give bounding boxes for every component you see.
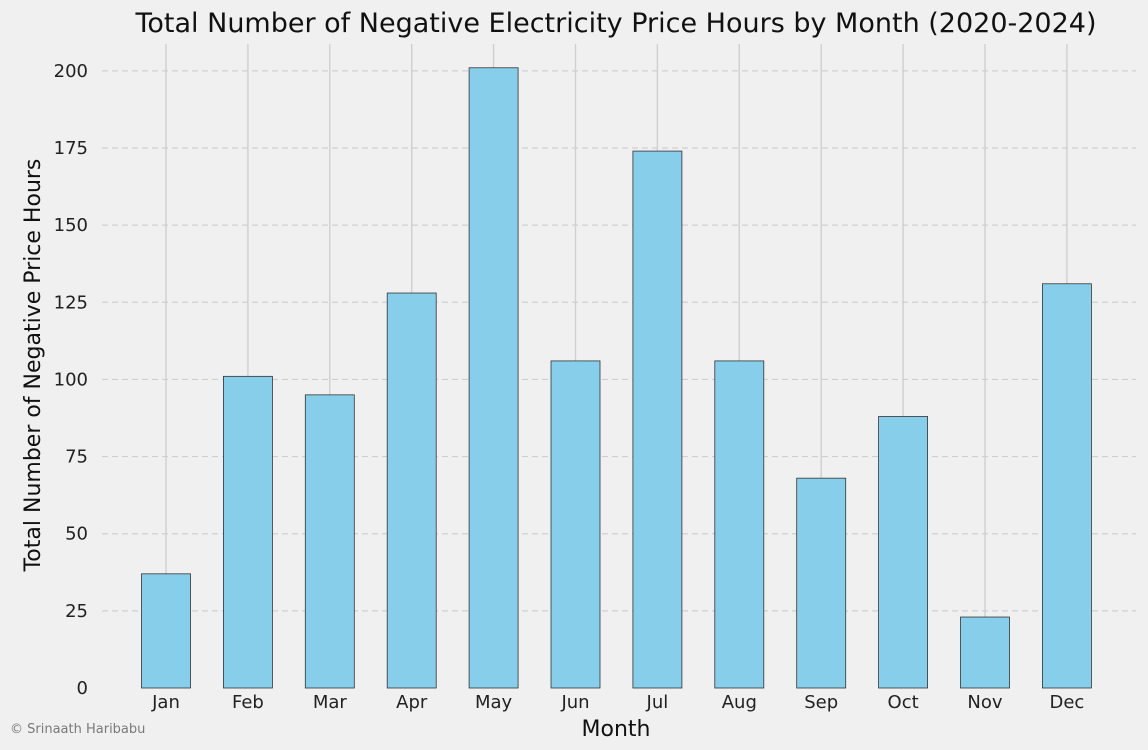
x-tick-label: Apr [396, 692, 428, 713]
y-tick-label: 100 [54, 369, 88, 390]
chart-title: Total Number of Negative Electricity Pri… [134, 8, 1096, 39]
y-tick-label: 0 [77, 678, 88, 699]
bars [141, 67, 1092, 689]
y-tick-label: 75 [65, 447, 88, 468]
x-axis-ticks: Jan Feb Mar Apr May Jun Jul Aug Sep Oct Nov Dec [151, 692, 1084, 713]
y-axis-ticks: 0 25 50 75 100 125 150 175 200 [54, 61, 88, 699]
x-tick-label: Nov [967, 692, 1002, 713]
x-tick-label: Sep [804, 692, 838, 713]
x-axis-label: Month [582, 717, 651, 742]
x-tick-label: Jul [646, 692, 669, 713]
bar-aug [714, 360, 765, 689]
y-tick-label: 125 [54, 292, 88, 313]
bar-nov [960, 616, 1010, 689]
x-tick-label: Jun [560, 692, 589, 713]
y-tick-label: 50 [65, 524, 88, 545]
bar-dec [1042, 283, 1092, 689]
x-tick-label: Aug [722, 692, 757, 713]
bar-may [468, 67, 519, 689]
bar-apr [386, 292, 437, 689]
y-tick-label: 25 [65, 601, 88, 622]
bar-mar [304, 394, 355, 689]
x-tick-label: Mar [313, 692, 348, 713]
y-tick-label: 175 [54, 138, 88, 159]
copyright-credit: © Srinaath Haribabu [10, 722, 145, 737]
bar-jun [550, 360, 601, 689]
y-axis-label: Total Number of Negative Price Hours [21, 159, 46, 573]
x-tick-label: May [475, 692, 513, 713]
bar-jul [632, 150, 683, 689]
x-tick-label: Dec [1049, 692, 1084, 713]
y-tick-label: 200 [54, 61, 88, 82]
bar-jan [141, 573, 191, 689]
y-tick-label: 150 [54, 215, 88, 236]
x-tick-label: Feb [232, 692, 264, 713]
bar-feb [222, 375, 273, 689]
bar-sep [796, 477, 847, 689]
x-tick-label: Jan [151, 692, 180, 713]
bar-oct [878, 416, 928, 689]
x-tick-label: Oct [888, 692, 919, 713]
